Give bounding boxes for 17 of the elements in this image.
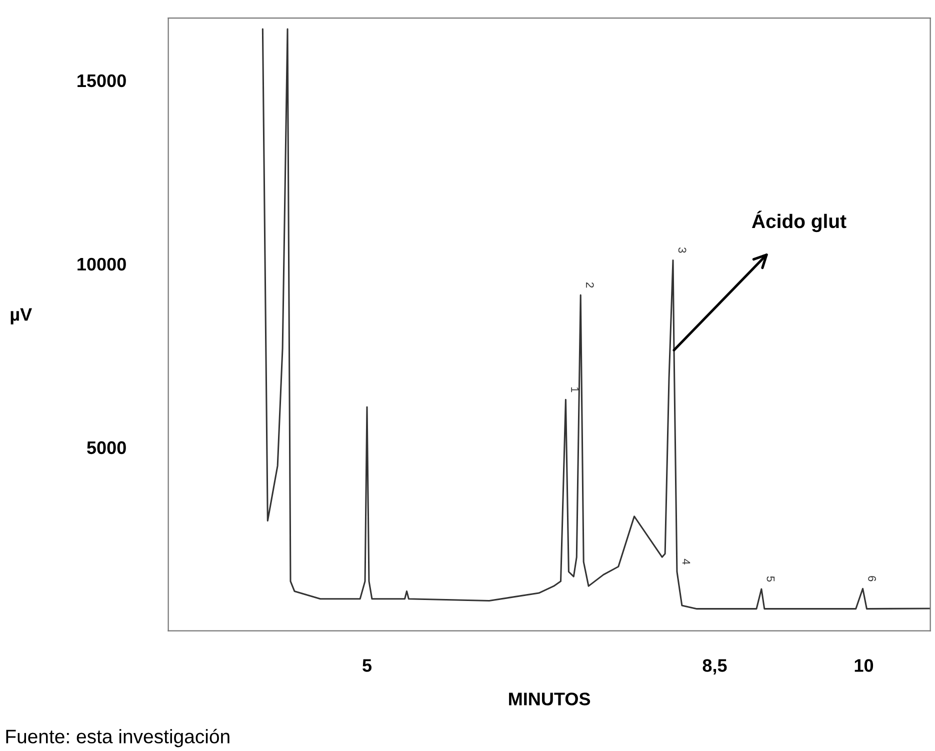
y-tick-label: 10000	[78, 258, 126, 271]
annotation: 1	[571, 387, 579, 392]
y-axis-title: µV	[10, 308, 32, 324]
x-tick-label: 8,5	[702, 659, 727, 674]
line-series	[262, 28, 930, 610]
annotation: 6	[868, 576, 876, 582]
y-tick-label: 5000	[87, 441, 126, 454]
y-tick-label: 15000	[78, 74, 126, 88]
x-tick-label: 10	[854, 659, 874, 672]
x-tick-label: 5	[362, 659, 372, 672]
x-axis-title: MINUTOS	[509, 692, 590, 706]
annotation: 5	[766, 576, 775, 582]
annotation: Ácido glut	[752, 210, 846, 232]
annotation: 2	[586, 282, 594, 288]
annotation: 4	[682, 558, 690, 564]
annotation: 3	[678, 248, 686, 253]
source-note: Fuente: esta investigación	[6, 728, 230, 748]
